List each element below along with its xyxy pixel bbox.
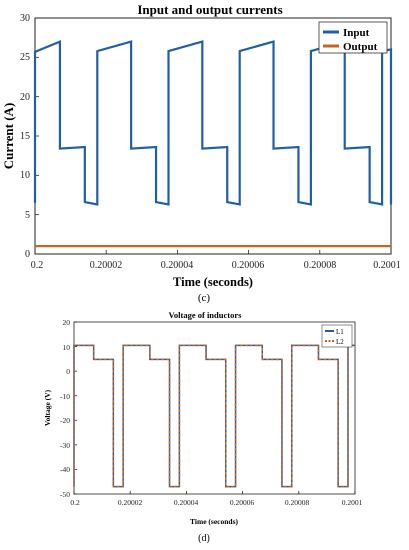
- chart-caption: (c): [198, 292, 211, 304]
- x-tick-label: 0.20004: [174, 498, 199, 507]
- series-line-l2: [73, 344, 355, 488]
- chart-title: Voltage of inductors: [169, 310, 243, 320]
- legend-label-l2: L2: [336, 338, 344, 346]
- y-tick-label: 0: [25, 249, 30, 260]
- series-lines: [73, 344, 355, 488]
- x-tick-label: 0.2: [31, 260, 44, 271]
- x-tick-label: 0.20006: [230, 498, 255, 507]
- legend-label-input: Input: [343, 27, 370, 39]
- y-tick-label: -40: [60, 465, 70, 474]
- plot-area: [73, 321, 356, 495]
- y-tick-label: 30: [20, 13, 30, 24]
- y-tick-label: -50: [60, 490, 70, 499]
- tick-labels: 0 5 10 15 20 25 30 0.2 0.20002 0.20004 0…: [20, 13, 401, 271]
- x-tick-label: 0.20006: [232, 260, 265, 271]
- y-axis-label: Current (A): [1, 103, 16, 170]
- y-tick-label: 10: [63, 343, 71, 352]
- x-axis-label: Time (seconds): [190, 517, 238, 526]
- chart-title: Input and output currents: [137, 2, 282, 17]
- x-tick-label: 0.20004: [161, 260, 194, 271]
- tick-labels: -50 -40 -30 -20 -10 0 10 20 0.2 0.20002 …: [60, 318, 363, 507]
- legend-label-output: Output: [343, 41, 378, 53]
- x-tick-label: 0.20002: [118, 498, 143, 507]
- chart-input-output-currents: Input and output currents 0 5 10 15 20 2…: [1, 2, 401, 304]
- y-axis-label: Voltage (V): [43, 389, 52, 426]
- y-tick-label: -30: [60, 441, 70, 450]
- x-axis-label: Time (seconds): [173, 275, 253, 289]
- y-tick-label: 0: [66, 367, 70, 376]
- x-tick-label: 0.2001: [373, 260, 401, 271]
- y-tick-label: 20: [20, 92, 30, 103]
- plot-area: [34, 17, 392, 255]
- series-lines: [33, 39, 393, 248]
- y-tick-label: 15: [20, 131, 30, 142]
- y-tick-label: 20: [63, 318, 71, 327]
- legend: Input Output: [318, 21, 388, 54]
- y-tick-label: 25: [20, 52, 30, 63]
- x-tick-label: 0.2001: [342, 498, 363, 507]
- legend-box: [318, 21, 388, 54]
- chart-voltage-of-inductors: Voltage of inductors -50 -40 -30 -20 -10…: [43, 310, 363, 544]
- y-tick-label: 5: [25, 210, 30, 221]
- legend-label-l1: L1: [336, 328, 344, 336]
- legend: L1 L2: [321, 324, 353, 348]
- x-tick-label: 0.20002: [90, 260, 123, 271]
- tick-marks: [73, 321, 356, 495]
- y-tick-label: 10: [20, 170, 30, 181]
- series-line-input: [33, 39, 393, 206]
- y-tick-label: -20: [60, 416, 70, 425]
- x-tick-label: 0.20008: [304, 260, 337, 271]
- chart-caption: (d): [198, 533, 210, 544]
- x-tick-label: 0.2: [70, 498, 80, 507]
- y-tick-label: -10: [60, 392, 70, 401]
- x-tick-label: 0.20008: [285, 498, 310, 507]
